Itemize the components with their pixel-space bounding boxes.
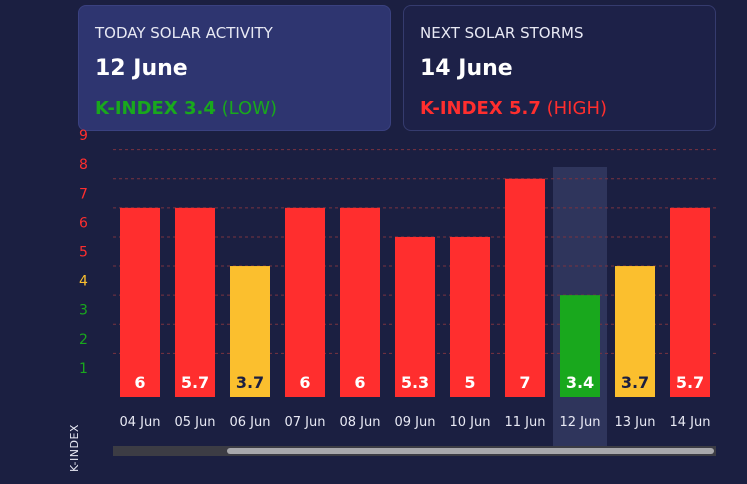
x-tick-label: 13 Jun xyxy=(615,415,656,430)
y-tick-layer: 1 2 3 4 5 6 7 8 9 xyxy=(79,128,88,377)
today-kindex: K-INDEX 3.4 (LOW) xyxy=(95,98,277,119)
bar-layer: 6 5.7 3.7 6 6 5.3 5 7 3.4 3.7 5.7 xyxy=(120,178,710,397)
y-tick-label: 7 xyxy=(79,186,88,202)
x-tick-label: 08 Jun xyxy=(340,415,381,430)
bar[interactable] xyxy=(285,207,325,397)
bar-value-label: 3.7 xyxy=(621,373,649,392)
x-tick-label: 14 Jun xyxy=(670,415,711,430)
y-axis-title: K-INDEX xyxy=(68,424,81,472)
bar-value-label: 6 xyxy=(354,373,365,392)
y-tick-label: 1 xyxy=(79,361,88,377)
x-tick-label: 10 Jun xyxy=(450,415,491,430)
y-tick-label: 5 xyxy=(79,245,88,261)
x-tick-layer: 04 Jun 05 Jun 06 Jun 07 Jun 08 Jun 09 Jun 10 J… xyxy=(120,415,711,430)
x-tick-label: 06 Jun xyxy=(230,415,271,430)
bar[interactable] xyxy=(505,178,545,397)
y-tick-label: 9 xyxy=(79,128,88,144)
chart-scrollbar-thumb[interactable] xyxy=(227,448,714,454)
bar[interactable] xyxy=(560,295,600,397)
bar-value-label: 6 xyxy=(299,373,310,392)
bar[interactable] xyxy=(230,266,270,397)
bar[interactable] xyxy=(340,207,380,397)
next-storms-card: NEXT SOLAR STORMS 14 June K-INDEX 5.7 (H… xyxy=(403,5,716,131)
y-tick-label: 3 xyxy=(79,303,88,319)
y-tick-label: 2 xyxy=(79,332,88,348)
today-kindex-level: (LOW) xyxy=(221,98,278,119)
bar-value-label: 5.7 xyxy=(676,373,704,392)
x-tick-label: 05 Jun xyxy=(175,415,216,430)
next-card-label: NEXT SOLAR STORMS xyxy=(420,24,584,42)
bar-value-label: 3.4 xyxy=(566,373,594,392)
x-tick-label: 04 Jun xyxy=(120,415,161,430)
bar-value-label: 5.7 xyxy=(181,373,209,392)
bar-value-label: 6 xyxy=(134,373,145,392)
bar[interactable] xyxy=(175,207,215,397)
bar-value-label: 5.3 xyxy=(401,373,429,392)
y-tick-label: 4 xyxy=(79,274,88,290)
next-card-date: 14 June xyxy=(420,56,513,81)
bar[interactable] xyxy=(450,236,490,397)
today-kindex-value: K-INDEX 3.4 xyxy=(95,98,216,119)
bar-value-label: 3.7 xyxy=(236,373,264,392)
today-card-label: TODAY SOLAR ACTIVITY xyxy=(95,24,273,42)
bar[interactable] xyxy=(615,266,655,397)
bar-value-label: 5 xyxy=(464,373,475,392)
x-tick-label: 12 Jun xyxy=(560,415,601,430)
next-kindex: K-INDEX 5.7 (HIGH) xyxy=(420,98,607,119)
y-tick-label: 6 xyxy=(79,215,88,231)
today-card-date: 12 June xyxy=(95,56,188,81)
x-tick-label: 07 Jun xyxy=(285,415,326,430)
y-tick-label: 8 xyxy=(79,157,88,173)
x-tick-label: 11 Jun xyxy=(505,415,546,430)
x-tick-label: 09 Jun xyxy=(395,415,436,430)
today-activity-card: TODAY SOLAR ACTIVITY 12 June K-INDEX 3.4… xyxy=(78,5,391,131)
bar[interactable] xyxy=(120,207,160,397)
bar[interactable] xyxy=(670,207,710,397)
next-kindex-level: (HIGH) xyxy=(546,98,607,119)
bar[interactable] xyxy=(395,236,435,397)
next-kindex-value: K-INDEX 5.7 xyxy=(420,98,541,119)
bar-value-label: 7 xyxy=(519,373,530,392)
